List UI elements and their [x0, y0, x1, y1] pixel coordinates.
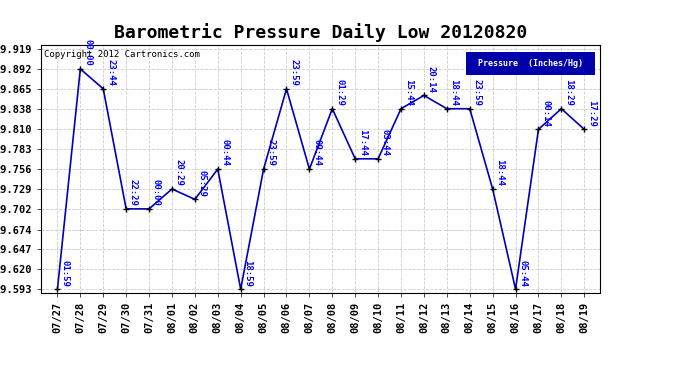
Text: 00:44: 00:44 — [221, 140, 230, 166]
Text: 05:44: 05:44 — [518, 260, 527, 286]
Text: 18:29: 18:29 — [564, 79, 573, 106]
Text: 20:29: 20:29 — [175, 159, 184, 186]
Text: 23:59: 23:59 — [266, 140, 275, 166]
Text: 18:44: 18:44 — [450, 79, 459, 106]
Text: 17:29: 17:29 — [587, 100, 596, 127]
Text: 23:59: 23:59 — [289, 59, 298, 86]
Text: 18:59: 18:59 — [244, 260, 253, 286]
Text: 18:44: 18:44 — [495, 159, 504, 186]
Text: 05:29: 05:29 — [197, 170, 206, 196]
Text: 15:44: 15:44 — [404, 79, 413, 106]
Title: Barometric Pressure Daily Low 20120820: Barometric Pressure Daily Low 20120820 — [115, 23, 527, 42]
Text: 00:00: 00:00 — [152, 179, 161, 206]
Text: Copyright 2012 Cartronics.com: Copyright 2012 Cartronics.com — [44, 50, 200, 59]
Text: 01:59: 01:59 — [60, 260, 69, 286]
Text: 17:44: 17:44 — [358, 129, 367, 156]
Text: 20:14: 20:14 — [426, 66, 435, 93]
Text: 23:44: 23:44 — [106, 59, 115, 86]
Text: 23:59: 23:59 — [473, 79, 482, 106]
Text: 03:44: 03:44 — [381, 129, 390, 156]
Text: 01:29: 01:29 — [335, 79, 344, 106]
Text: 09:44: 09:44 — [312, 140, 321, 166]
Text: 00:14: 00:14 — [541, 100, 550, 127]
Text: 00:00: 00:00 — [83, 39, 92, 66]
Text: 22:29: 22:29 — [129, 179, 138, 206]
